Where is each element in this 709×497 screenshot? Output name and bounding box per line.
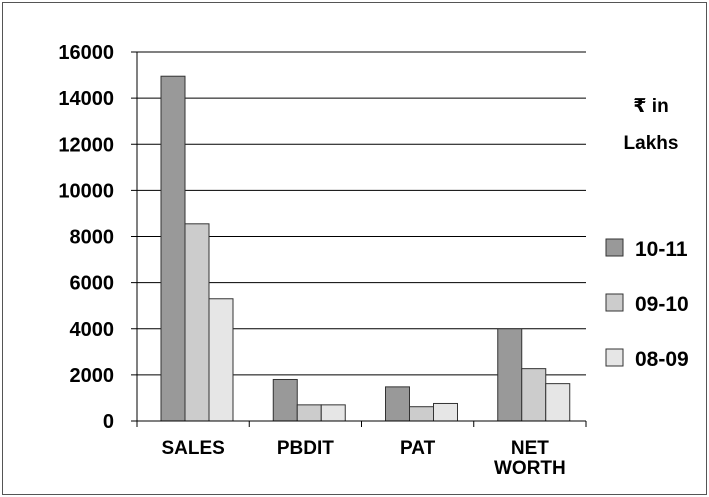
bar-08-09-pbdit	[320, 404, 346, 422]
category-label: PBDIT	[277, 438, 334, 459]
legend-label: 09-10	[635, 293, 689, 316]
legend-swatch-10-11	[605, 238, 624, 257]
bar-10-11-net-worth	[497, 328, 523, 422]
category-label: WORTH	[494, 458, 566, 479]
legend-swatch-09-10	[605, 293, 624, 312]
y-tick-label: 2000	[70, 365, 115, 387]
category-label: NET	[511, 438, 549, 459]
bar-08-09-net-worth	[545, 383, 571, 422]
unit-label-line: ₹ in	[633, 96, 668, 117]
legend-label: 08-09	[635, 348, 689, 371]
bar-08-09-pat	[433, 402, 458, 422]
bar-08-09-sales	[208, 298, 234, 422]
y-tick-label: 16000	[58, 42, 114, 64]
y-tick-label: 12000	[58, 134, 114, 156]
y-tick-label: 0	[103, 411, 114, 433]
y-tick-label: 10000	[58, 180, 114, 202]
legend: 10-11 09-10 08-09	[605, 238, 689, 371]
y-tick-label: 8000	[70, 227, 115, 249]
bar-10-11-pat	[385, 386, 410, 422]
bar-09-10-pat	[409, 406, 434, 422]
bar-09-10-net-worth	[521, 368, 547, 422]
bars	[160, 75, 571, 422]
bar-10-11-sales	[160, 75, 186, 422]
y-tick-label: 6000	[70, 273, 115, 295]
unit-label: ₹ in Lakhs	[624, 96, 679, 154]
unit-label-line: Lakhs	[624, 133, 679, 154]
bar-09-10-pbdit	[296, 404, 322, 422]
y-tick-label: 14000	[58, 88, 114, 110]
legend-swatch-08-09	[605, 348, 624, 367]
category-label: PAT	[400, 438, 436, 459]
y-tick-label: 4000	[70, 319, 115, 341]
legend-label: 10-11	[635, 238, 688, 261]
category-label: SALES	[161, 438, 224, 459]
y-axis: 0 2000 4000 6000 8000 10000 12000 14000 16000	[58, 42, 138, 433]
bar-09-10-sales	[184, 223, 210, 422]
bar-chart: 0 2000 4000 6000 8000 10000 12000 14000 16000 SA…	[58, 42, 689, 479]
bar-10-11-pbdit	[272, 378, 298, 422]
